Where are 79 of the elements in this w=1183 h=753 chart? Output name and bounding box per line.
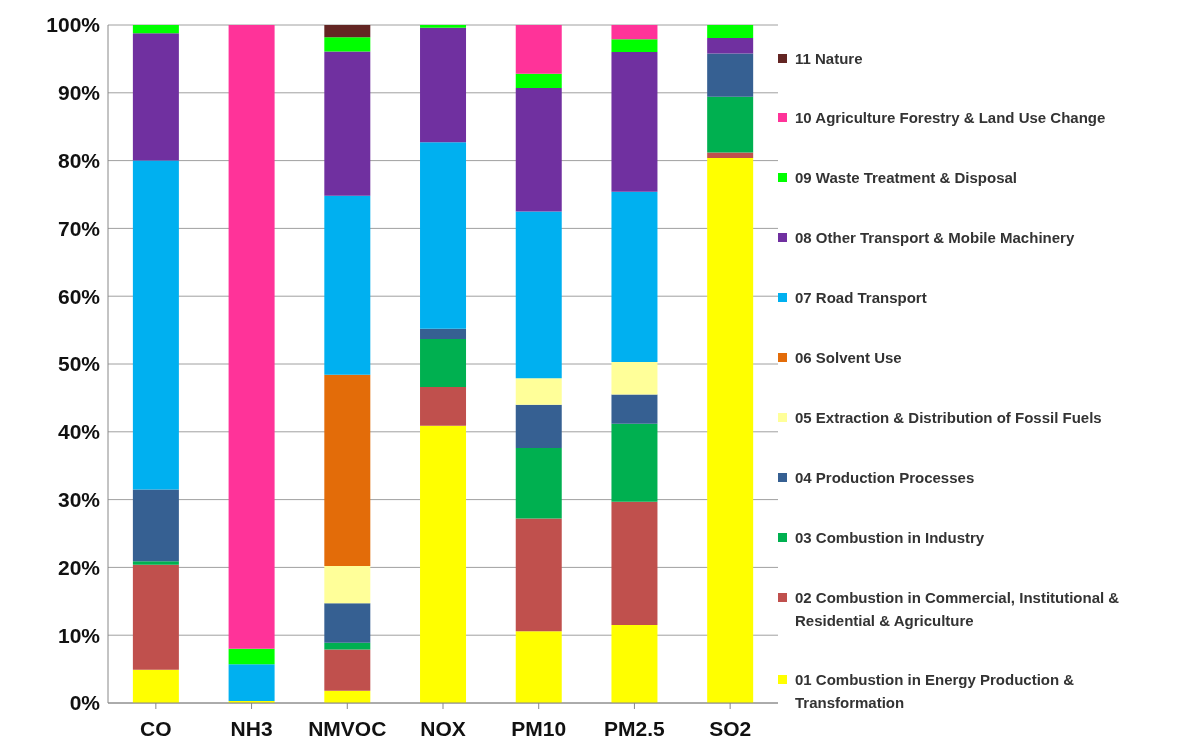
- bar: [324, 603, 371, 643]
- y-tick-label: 10%: [57, 623, 101, 647]
- y-tick-label: 70%: [57, 216, 101, 240]
- y-tick-label: 30%: [57, 488, 101, 512]
- bar: [228, 664, 275, 701]
- bar: [707, 53, 754, 97]
- y-tick-label: 20%: [57, 555, 101, 579]
- bar: [324, 649, 371, 691]
- bar: [420, 338, 467, 388]
- bar: [324, 51, 371, 196]
- y-tick-label: 0%: [69, 691, 101, 715]
- bar: [611, 361, 658, 395]
- bar: [324, 690, 371, 703]
- x-tick-label: NH3: [230, 716, 273, 740]
- bar: [707, 157, 754, 703]
- bar: [515, 404, 562, 449]
- bar: [420, 25, 467, 28]
- bar: [228, 648, 275, 665]
- legend-label: 10 Agriculture Forestry & Land Use Change: [795, 108, 1106, 129]
- bar: [228, 25, 275, 649]
- legend-label: 04 Production Processes: [795, 467, 975, 488]
- x-tick-label: PM2.5: [604, 716, 666, 740]
- y-tick-label: 80%: [57, 149, 101, 173]
- bar: [324, 25, 371, 38]
- legend-label: 02 Combustion in Commercial, Institutional & Residential & Agriculture: [795, 587, 1121, 631]
- bar: [515, 631, 562, 703]
- legend-label: 01 Combustion in Energy Production & Transformation: [795, 670, 1076, 714]
- bar: [324, 37, 371, 52]
- bar: [420, 425, 467, 703]
- legend-label: 05 Extraction & Distribution of Fossil Fuels: [795, 407, 1102, 428]
- bar: [324, 566, 371, 604]
- bar: [611, 52, 658, 192]
- bar: [132, 669, 179, 703]
- bar: [707, 25, 754, 38]
- bar: [420, 27, 467, 143]
- bar: [420, 328, 467, 339]
- bar: [515, 518, 562, 632]
- legend-label: 06 Solvent Use: [795, 347, 902, 368]
- bar: [611, 39, 658, 53]
- x-tick-label: NMVOC: [308, 716, 387, 740]
- bar: [420, 142, 467, 329]
- bar: [611, 394, 658, 424]
- bar: [515, 211, 562, 379]
- bar: [611, 625, 658, 703]
- x-tick-label: PM10: [511, 716, 567, 740]
- bar: [132, 489, 179, 562]
- x-tick-label: NOX: [420, 716, 466, 740]
- bar: [515, 88, 562, 212]
- bar: [707, 37, 754, 54]
- bar: [515, 378, 562, 405]
- legend-label: 09 Waste Treatment & Disposal: [795, 168, 1018, 189]
- bar: [324, 195, 371, 375]
- y-tick-label: 60%: [57, 284, 101, 308]
- bar: [324, 374, 371, 567]
- bar: [515, 73, 562, 89]
- bar: [611, 423, 658, 502]
- legend-label: 03 Combustion in Industry: [795, 527, 985, 548]
- bar: [132, 25, 179, 34]
- bar: [515, 448, 562, 519]
- bar: [611, 501, 658, 626]
- bar: [611, 191, 658, 362]
- y-tick-label: 50%: [57, 352, 101, 376]
- bar: [515, 25, 562, 74]
- x-tick-label: SO2: [709, 716, 752, 740]
- bar: [132, 561, 179, 565]
- bar: [707, 152, 754, 158]
- bar: [611, 25, 658, 40]
- bar: [132, 564, 179, 670]
- legend-label: 11 Nature: [795, 48, 863, 69]
- y-tick-label: 40%: [57, 420, 101, 444]
- legend-label: 08 Other Transport & Mobile Machinery: [795, 228, 1075, 249]
- bar: [707, 96, 754, 153]
- x-tick-label: CO: [140, 716, 172, 740]
- bar: [420, 387, 467, 426]
- legend-label: 07 Road Transport: [795, 288, 927, 309]
- bar: [132, 33, 179, 161]
- y-tick-label: 100%: [46, 13, 101, 37]
- bar: [132, 160, 179, 490]
- y-tick-label: 90%: [57, 81, 101, 105]
